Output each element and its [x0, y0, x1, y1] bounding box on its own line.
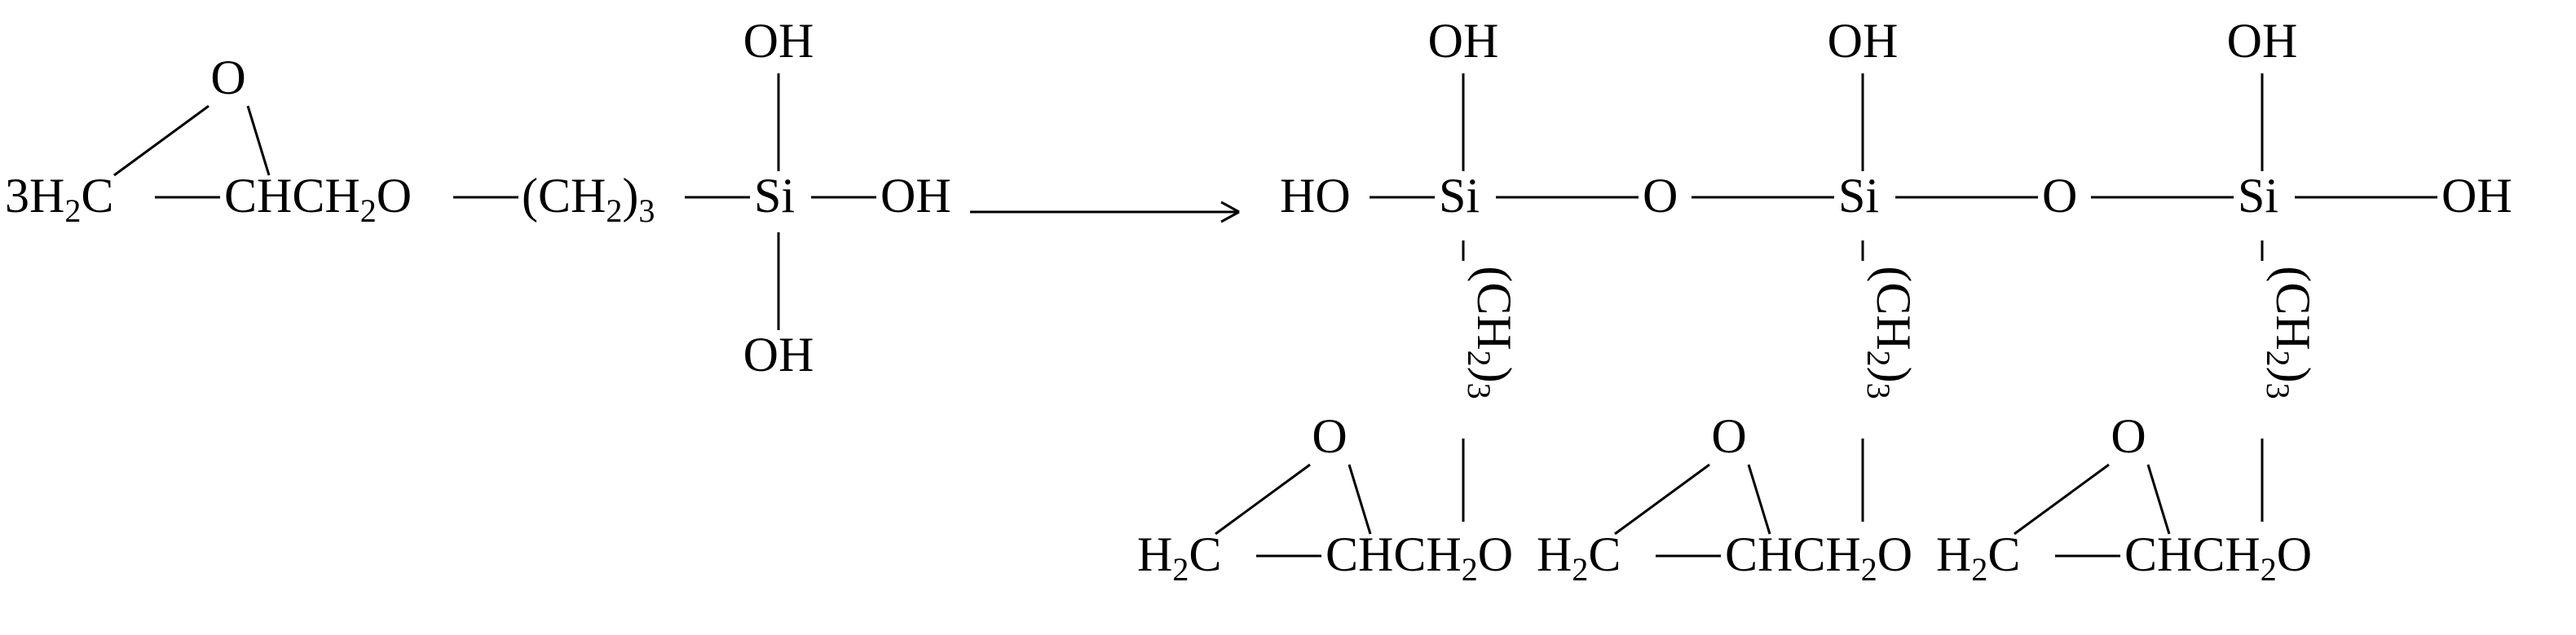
product-chch2o-3: CHCH2O [2124, 527, 2312, 588]
product-h2c-2: H2C [1537, 527, 1621, 588]
reactant-chch2o: CHCH2O [224, 169, 412, 229]
product-oh-right: OH [2441, 169, 2512, 223]
product-ch2-3-vert-1: (CH2)3 [1461, 266, 1521, 399]
product-oh-top-1: OH [1428, 14, 1499, 68]
svg-text:(CH2)3: (CH2)3 [2260, 266, 2320, 399]
reactant-oh-bottom: OH [743, 328, 814, 381]
reactant-ch2-3: (CH2)3 [522, 169, 655, 229]
svg-text:(CH2)3: (CH2)3 [1860, 266, 1921, 399]
svg-text:(CH2)3: (CH2)3 [1461, 266, 1521, 399]
product-bridge-o-2: O [2042, 169, 2077, 223]
product-si-1: Si [1439, 169, 1480, 223]
product-h2c-3: H2C [1936, 527, 2020, 588]
product-epoxide-o-3: O [2111, 409, 2146, 463]
product-oh-top-3: OH [2227, 14, 2298, 68]
product-oh-top-2: OH [1828, 14, 1899, 68]
reactant-oh-top: OH [743, 14, 814, 68]
product-h2c-1: H2C [1137, 527, 1221, 588]
product-epoxide-o-2: O [1711, 409, 1746, 463]
product-ch2-3-vert-2: (CH2)3 [1860, 266, 1921, 399]
product-si-3: Si [2238, 169, 2278, 223]
reactant-oh-right: OH [880, 169, 951, 223]
reactant-3h2c: 3H2C [5, 169, 113, 229]
reactant-epoxide-o: O [210, 51, 245, 104]
product-si-2: Si [1838, 169, 1879, 223]
product-bridge-o-1: O [1643, 169, 1678, 223]
product-chch2o-1: CHCH2O [1325, 527, 1513, 588]
reactant-si: Si [754, 169, 795, 223]
product-ho-left: HO [1280, 169, 1351, 223]
product-epoxide-o-1: O [1312, 409, 1347, 463]
product-chch2o-2: CHCH2O [1725, 527, 1912, 588]
product-ch2-3-vert-3: (CH2)3 [2260, 266, 2320, 399]
